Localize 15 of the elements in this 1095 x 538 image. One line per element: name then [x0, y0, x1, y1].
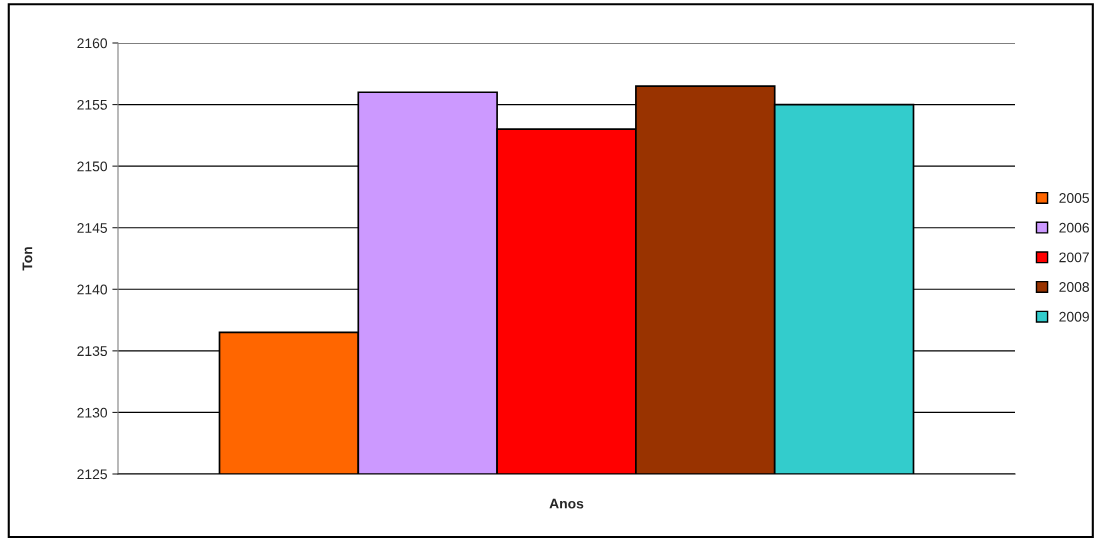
y-tick-label: 2125: [77, 469, 107, 480]
y-tick-label: 2140: [77, 284, 108, 295]
y-tick-label: 2135: [77, 346, 107, 357]
y-axis-title: Ton: [22, 247, 33, 271]
y-tick-label: 2155: [77, 99, 107, 110]
legend-label: 2005: [1059, 193, 1090, 203]
legend-label: 2007: [1059, 252, 1089, 263]
y-tick-label: 2145: [77, 223, 107, 233]
y-tick-label: 2130: [77, 407, 108, 418]
legend-label: 2009: [1059, 311, 1089, 322]
x-axis-title: Anos: [549, 498, 584, 509]
y-tick-label: 2160: [77, 38, 108, 49]
legend-label: 2006: [1059, 222, 1089, 233]
legend-label: 2008: [1059, 282, 1089, 292]
y-tick-label: 2150: [77, 161, 108, 172]
